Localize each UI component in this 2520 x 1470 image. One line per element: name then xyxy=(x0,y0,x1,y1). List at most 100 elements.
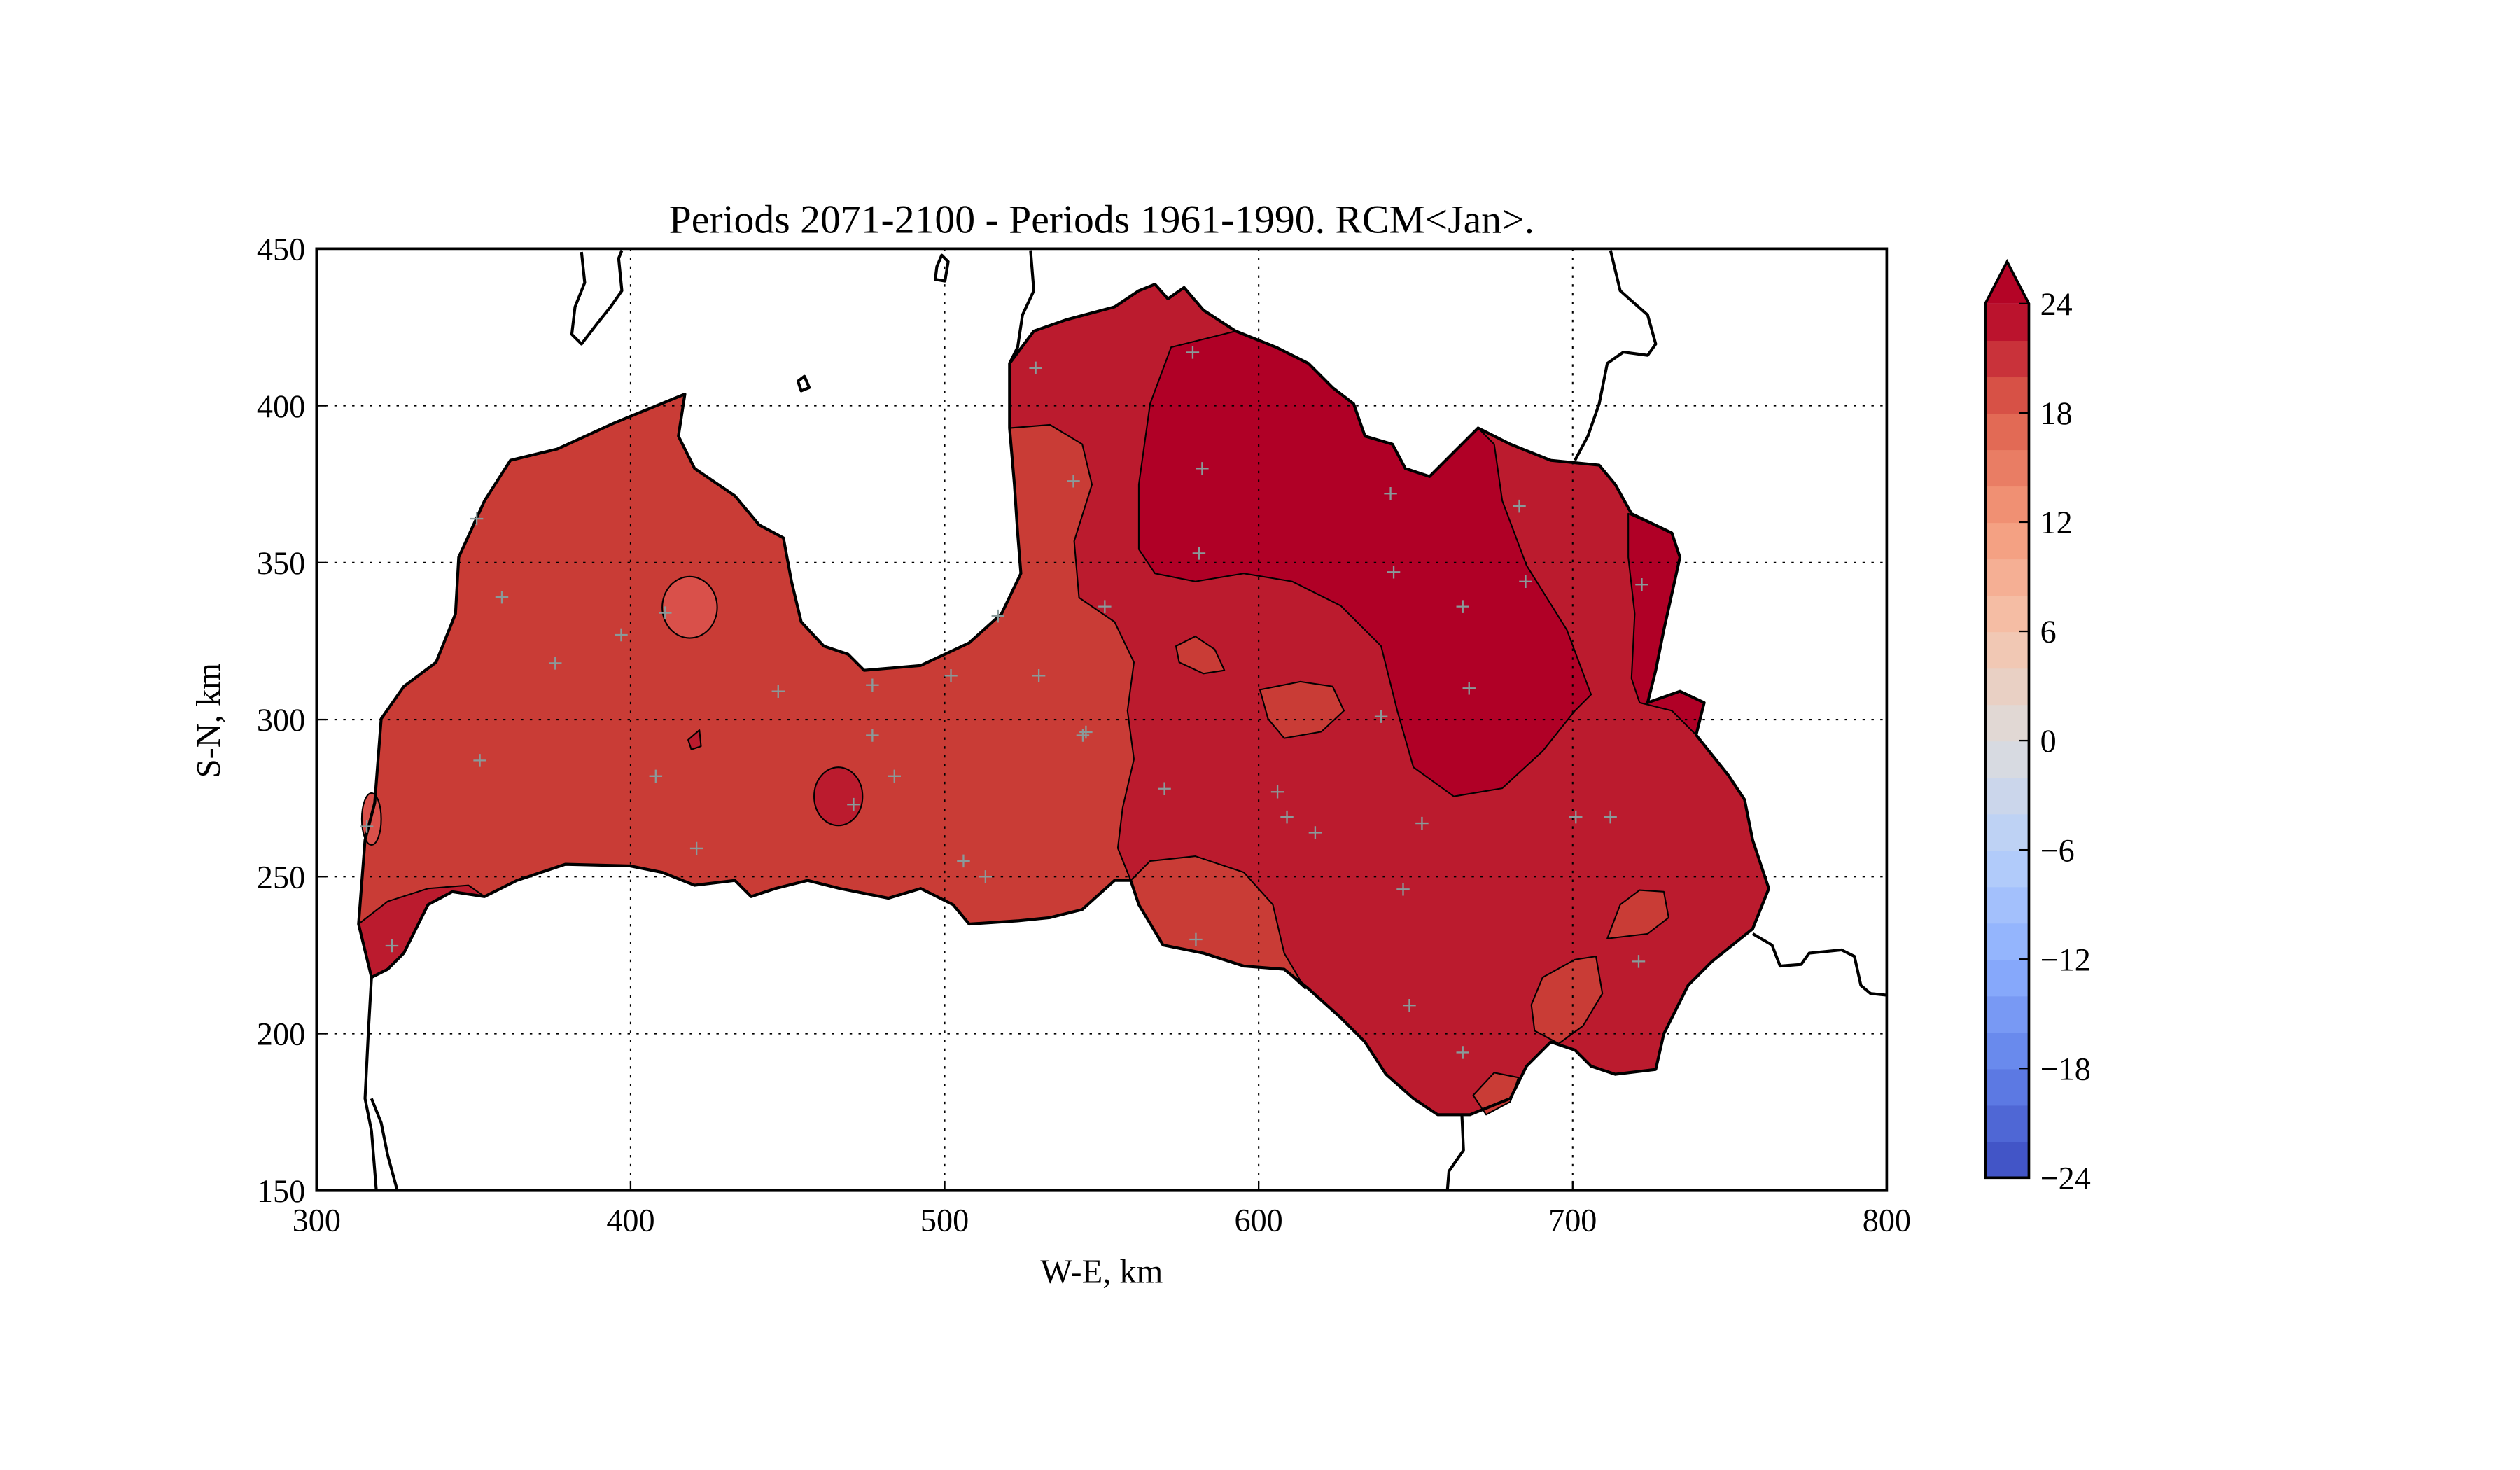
colorbar-segment xyxy=(1985,522,2029,560)
colorbar-tick-label: 18 xyxy=(2040,396,2073,431)
x-tick-label: 300 xyxy=(293,1202,341,1238)
colorbar-segment xyxy=(1985,741,2029,778)
colorbar-tick-label: 24 xyxy=(2040,286,2073,322)
west-region-level-20-22 xyxy=(358,393,1135,925)
colorbar-segment xyxy=(1985,303,2029,342)
station-marker xyxy=(473,754,486,767)
station-marker xyxy=(1403,998,1416,1012)
station-marker xyxy=(1384,486,1397,500)
station-marker xyxy=(549,657,562,670)
colorbar-tick-label: 12 xyxy=(2040,505,2073,540)
colorbar: 24 18 12 6 0 −6 −12 −18 −24 xyxy=(1984,258,2091,1196)
station-marker xyxy=(1456,600,1469,613)
island-level-20-22-d xyxy=(1530,955,1604,1044)
colorbar-segment xyxy=(1985,959,2029,997)
y-tick-label: 200 xyxy=(257,1016,305,1052)
station-marker xyxy=(470,512,484,526)
island-level-18-20 xyxy=(662,575,718,639)
station-marker xyxy=(888,769,901,783)
colorbar-segment xyxy=(1985,668,2029,706)
colorbar-segment xyxy=(1985,558,2029,596)
station-marker xyxy=(1513,499,1526,513)
y-tick-label: 150 xyxy=(257,1173,305,1209)
station-marker xyxy=(1462,682,1476,695)
colorbar-segment xyxy=(1985,704,2029,742)
plot-area xyxy=(315,247,1889,1192)
station-marker xyxy=(1456,1046,1469,1059)
colorbar-segment xyxy=(1985,850,2029,888)
x-tick-label: 700 xyxy=(1548,1202,1597,1238)
x-tick-label: 600 xyxy=(1235,1202,1283,1238)
station-marker xyxy=(1029,361,1042,375)
station-marker xyxy=(1374,710,1388,723)
station-markers xyxy=(360,346,1648,1059)
station-marker xyxy=(1415,816,1429,830)
x-tick-label: 500 xyxy=(920,1202,969,1238)
station-marker xyxy=(1635,578,1648,592)
station-marker xyxy=(771,685,785,698)
colorbar-segment xyxy=(1985,995,2029,1033)
colorbar-tick-label: 0 xyxy=(2040,723,2057,759)
station-marker xyxy=(866,678,879,692)
station-marker xyxy=(1032,669,1046,682)
station-marker xyxy=(1632,955,1646,968)
station-marker xyxy=(1604,810,1617,824)
y-tick-label: 400 xyxy=(257,388,305,424)
station-marker xyxy=(1396,883,1410,896)
colorbar-segment xyxy=(1985,485,2029,524)
station-marker xyxy=(1158,782,1171,795)
colorbar-segment xyxy=(1985,813,2029,851)
colorbar-tick-label: −6 xyxy=(2040,832,2075,868)
colorbar-segment xyxy=(1985,886,2029,924)
station-marker xyxy=(866,729,879,742)
chart-title: Periods 2071-2100 - Periods 1961-1990. R… xyxy=(669,197,1534,241)
coastlines xyxy=(357,249,1887,1191)
colorbar-segment xyxy=(1985,376,2029,414)
colorbar-tick-label: 6 xyxy=(2040,614,2057,650)
station-marker xyxy=(690,841,704,855)
x-tick-label: 400 xyxy=(606,1202,654,1238)
colorbar-segment xyxy=(1985,923,2029,960)
x-axis-label: W-E, km xyxy=(1040,1253,1163,1290)
grid-lines xyxy=(316,248,1887,1191)
station-marker xyxy=(847,797,860,811)
y-tick-label: 300 xyxy=(257,702,305,738)
station-marker xyxy=(979,870,993,883)
station-marker xyxy=(1270,785,1284,799)
x-tick-label: 800 xyxy=(1863,1202,1911,1238)
colorbar-tick-label: −12 xyxy=(2040,941,2091,977)
station-marker xyxy=(1189,932,1203,946)
y-axis-ticks: 150 200 250 300 350 400 450 xyxy=(257,232,327,1209)
colorbar-segment xyxy=(1985,631,2029,669)
colorbar-tick-label: −18 xyxy=(2040,1051,2091,1086)
station-marker xyxy=(1519,575,1532,588)
station-marker xyxy=(495,590,509,604)
colorbar-segment xyxy=(1985,1032,2029,1070)
colorbar-segment xyxy=(1985,340,2029,378)
island-level-20-22-a xyxy=(1175,636,1226,675)
station-marker xyxy=(1067,475,1080,488)
y-tick-label: 250 xyxy=(257,859,305,895)
colorbar-segment xyxy=(1985,1068,2029,1106)
station-marker xyxy=(991,609,1005,623)
colorbar-segment xyxy=(1985,449,2029,487)
colorbar-extend-arrow xyxy=(1985,261,2029,304)
station-marker xyxy=(385,939,399,953)
station-marker xyxy=(957,854,970,868)
station-marker xyxy=(1186,346,1200,359)
station-marker xyxy=(649,769,663,783)
island-level-20-22-b xyxy=(1259,680,1345,739)
colorbar-tick-label: −24 xyxy=(2040,1160,2091,1196)
station-marker xyxy=(1308,826,1322,839)
station-marker xyxy=(659,606,672,620)
colorbar-segment xyxy=(1985,1105,2029,1142)
station-marker xyxy=(1079,725,1093,739)
station-marker xyxy=(1196,462,1209,475)
colorbar-segment xyxy=(1985,595,2029,633)
station-marker xyxy=(360,820,374,833)
station-marker xyxy=(1192,547,1206,560)
x-axis-ticks: 300 400 500 600 700 800 xyxy=(293,1180,1911,1238)
island-level-20-22-c xyxy=(1606,889,1670,939)
station-marker xyxy=(1098,600,1112,613)
